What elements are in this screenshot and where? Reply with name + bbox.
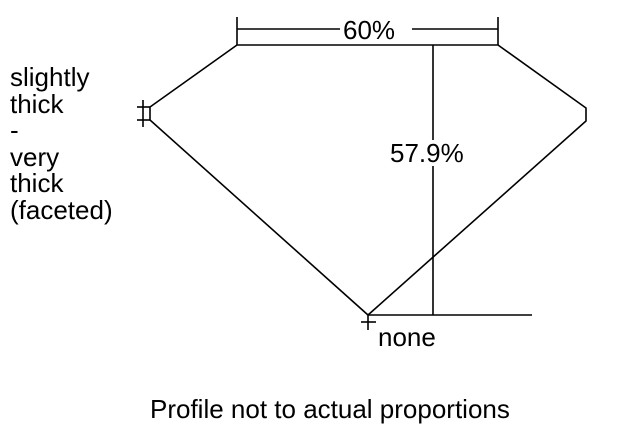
gem-outline (149, 44, 587, 317)
girdle-label-line: - (10, 115, 19, 145)
girdle-label-line: thick (10, 88, 64, 119)
girdle-label-line: (faceted) (10, 194, 113, 225)
girdle-label-line: thick (10, 168, 64, 198)
girdle-label-line: very (10, 141, 60, 172)
girdle-label-line: slightly (10, 62, 90, 92)
caption: Profile not to actual proportions (150, 394, 510, 424)
girdle-label: slightly thick - very thick (faceted) (10, 64, 113, 223)
depth-percentage-label: 57.9% (390, 138, 464, 168)
table-percentage-label: 60% (343, 15, 396, 45)
culet-label: none (378, 322, 436, 352)
